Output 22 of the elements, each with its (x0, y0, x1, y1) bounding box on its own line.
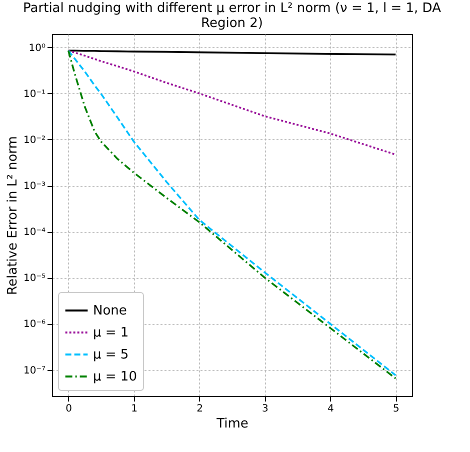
x-tick-label: 2 (196, 404, 203, 414)
y-tick-label: 10⁻⁶ (23, 319, 46, 330)
y-tick-label: 10⁰ (28, 42, 46, 54)
y-tick-label: 10⁻³ (23, 181, 46, 192)
x-tick-label: 5 (392, 404, 400, 414)
legend-label: μ = 10 (93, 370, 137, 384)
y-tick-label: 10⁻² (23, 134, 46, 146)
x-tick-label: 4 (327, 404, 334, 414)
chart-title: Partial nudging with different μ error in L² norm (ν = 1, l = 1, DA Region 2) (23, 1, 442, 31)
line-series (67, 50, 397, 156)
legend-label: μ = 5 (93, 348, 129, 362)
legend-label: None (93, 304, 127, 318)
legend-label: μ = 1 (93, 326, 129, 340)
y-tick-label: 10⁻⁷ (23, 365, 46, 376)
y-axis-title: Relative Error in L² norm (5, 136, 20, 295)
y-tick-label: 10⁻⁵ (23, 273, 46, 284)
x-tick-label: 1 (131, 404, 138, 414)
x-axis-title: Time (216, 416, 248, 432)
x-tick-label: 0 (66, 404, 72, 414)
y-tick-label: 10⁻¹ (23, 88, 46, 100)
x-tick-label: 3 (262, 404, 268, 414)
y-tick-label: 10⁻⁴ (23, 227, 46, 238)
